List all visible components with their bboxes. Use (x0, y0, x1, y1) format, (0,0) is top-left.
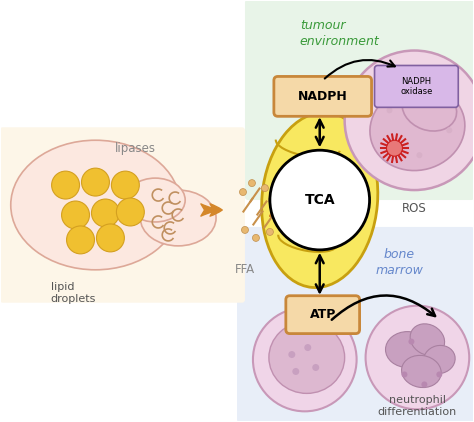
Circle shape (304, 344, 311, 351)
Circle shape (97, 224, 124, 252)
Circle shape (253, 235, 259, 241)
Ellipse shape (262, 113, 378, 287)
FancyBboxPatch shape (0, 127, 245, 303)
Circle shape (416, 152, 422, 158)
Text: NADPH
oxidase: NADPH oxidase (400, 77, 433, 96)
Circle shape (248, 180, 255, 187)
Circle shape (117, 198, 144, 226)
Circle shape (386, 107, 392, 114)
Ellipse shape (385, 332, 429, 368)
Circle shape (82, 168, 109, 196)
Circle shape (386, 142, 392, 148)
Circle shape (239, 189, 246, 195)
Text: neutrophil
differentiation: neutrophil differentiation (378, 395, 457, 417)
Circle shape (401, 92, 408, 98)
Ellipse shape (11, 140, 180, 270)
Circle shape (386, 140, 402, 156)
Ellipse shape (370, 86, 465, 170)
Circle shape (253, 308, 356, 411)
Circle shape (288, 351, 295, 358)
Circle shape (262, 184, 268, 192)
FancyBboxPatch shape (374, 65, 458, 107)
Text: TCA: TCA (304, 193, 335, 207)
Circle shape (268, 197, 275, 203)
FancyBboxPatch shape (286, 296, 360, 334)
Circle shape (266, 228, 273, 235)
Text: NADPH: NADPH (298, 90, 347, 103)
Circle shape (241, 227, 248, 233)
Text: lipid
droplets: lipid droplets (51, 282, 96, 304)
Ellipse shape (402, 86, 456, 131)
Text: ROS: ROS (402, 202, 427, 215)
Circle shape (437, 97, 442, 103)
Ellipse shape (269, 322, 345, 393)
Circle shape (62, 201, 90, 229)
Circle shape (312, 364, 319, 371)
Text: ATP: ATP (310, 308, 336, 321)
Ellipse shape (423, 346, 455, 373)
Circle shape (437, 371, 442, 377)
Circle shape (447, 127, 452, 133)
Circle shape (52, 171, 80, 199)
Text: bone
marrow: bone marrow (375, 248, 423, 277)
Circle shape (365, 306, 469, 409)
Circle shape (66, 226, 94, 254)
Circle shape (91, 199, 119, 227)
FancyBboxPatch shape (245, 0, 474, 200)
Circle shape (421, 381, 428, 387)
FancyBboxPatch shape (274, 76, 372, 116)
Ellipse shape (140, 190, 216, 246)
Ellipse shape (401, 355, 441, 387)
Circle shape (409, 338, 414, 344)
Text: lipases: lipases (115, 142, 156, 155)
Circle shape (292, 368, 299, 375)
Circle shape (401, 371, 408, 377)
Circle shape (345, 51, 474, 190)
Circle shape (270, 150, 370, 250)
Text: FFA: FFA (235, 263, 255, 276)
FancyBboxPatch shape (237, 227, 474, 422)
Circle shape (111, 171, 139, 199)
Ellipse shape (125, 178, 185, 222)
Text: tumour
environment: tumour environment (300, 19, 380, 48)
Ellipse shape (410, 324, 445, 355)
